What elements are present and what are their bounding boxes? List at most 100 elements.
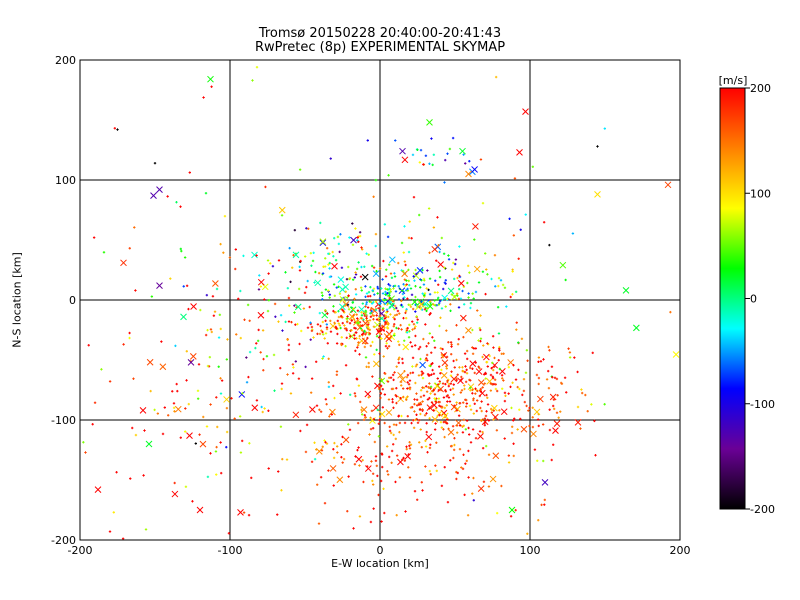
data-point-1210	[537, 356, 541, 359]
data-point-1384	[421, 292, 424, 295]
data-point-427	[411, 298, 419, 306]
data-point-1692	[524, 213, 527, 216]
data-point-718	[399, 380, 403, 384]
data-point-622	[478, 389, 486, 397]
data-point-1404	[406, 287, 409, 291]
data-point-108	[355, 313, 358, 316]
data-point-797	[369, 417, 376, 424]
data-point-822	[458, 424, 462, 427]
data-point-1022	[346, 509, 349, 513]
data-point-1634	[238, 415, 242, 418]
data-point-403	[400, 299, 403, 303]
data-point-895	[428, 446, 432, 450]
data-point-1087	[392, 423, 396, 426]
data-point-1535	[121, 537, 125, 540]
data-point-1308	[331, 250, 334, 254]
data-point-1752	[186, 432, 193, 439]
data-point-609	[419, 401, 422, 405]
data-point-1613	[248, 319, 251, 322]
data-point-750	[382, 355, 385, 358]
data-point-1058	[368, 433, 371, 436]
data-point-67	[368, 300, 371, 303]
data-point-702	[450, 403, 458, 411]
data-point-160	[308, 305, 311, 309]
data-point-1756	[237, 509, 244, 516]
data-point-248	[320, 329, 323, 332]
data-point-1076	[472, 347, 476, 350]
data-point-1116	[461, 467, 465, 471]
data-point-900	[447, 384, 451, 388]
data-point-1493	[279, 366, 282, 370]
data-point-156	[356, 343, 360, 347]
data-point-200	[367, 327, 370, 331]
data-point-224	[400, 328, 403, 331]
data-point-1213	[521, 393, 524, 397]
data-point-1576	[360, 408, 363, 412]
data-point-801	[504, 394, 507, 398]
data-point-1342	[408, 220, 411, 223]
data-point-178	[375, 335, 379, 338]
data-point-492	[494, 387, 498, 391]
data-point-898	[433, 428, 437, 431]
data-point-1620	[189, 353, 197, 360]
colorbar-gradient	[719, 87, 746, 510]
data-point-975	[487, 453, 491, 456]
data-point-132	[325, 323, 329, 326]
data-point-1742	[522, 108, 529, 115]
data-point-1152	[489, 382, 492, 385]
data-point-1533	[214, 450, 218, 453]
data-point-231	[351, 300, 355, 304]
data-point-1550	[431, 163, 434, 167]
data-point-393	[374, 300, 378, 303]
data-point-155	[302, 307, 306, 310]
data-point-752	[493, 378, 497, 381]
data-point-1067	[455, 470, 458, 474]
data-point-1668	[219, 242, 222, 246]
data-point-1405	[434, 279, 437, 282]
data-point-1512	[219, 441, 222, 444]
data-point-1584	[239, 336, 242, 340]
data-point-1650	[376, 408, 379, 412]
data-point-388	[384, 290, 387, 294]
data-point-1176	[576, 370, 579, 374]
data-point-1640	[248, 350, 252, 354]
data-point-370	[424, 306, 427, 310]
data-point-963	[464, 405, 468, 408]
data-point-1553	[419, 148, 423, 152]
data-point-973	[372, 417, 375, 421]
data-point-464	[433, 346, 437, 349]
data-point-259	[312, 336, 315, 339]
data-point-888	[467, 426, 470, 430]
data-point-864	[386, 473, 390, 476]
data-point-832	[511, 381, 514, 384]
data-point-830	[354, 349, 357, 353]
data-point-1697	[603, 127, 607, 130]
data-point-1532	[243, 318, 246, 321]
data-point-577	[471, 392, 474, 395]
data-point-1295	[337, 242, 341, 246]
data-point-903	[438, 380, 441, 383]
data-point-68	[356, 309, 360, 312]
data-point-792	[464, 365, 467, 368]
data-point-1748	[120, 259, 127, 267]
data-point-648	[389, 376, 393, 379]
data-point-894	[533, 448, 537, 451]
data-point-1281	[357, 261, 360, 264]
data-point-1585	[242, 254, 245, 258]
data-point-1629	[274, 315, 277, 318]
data-point-772	[455, 358, 458, 362]
data-point-1609	[269, 262, 272, 265]
data-point-955	[386, 470, 389, 473]
data-point-1403	[414, 268, 417, 272]
data-point-1652	[237, 297, 240, 301]
data-point-1151	[468, 404, 472, 408]
data-point-911	[489, 475, 497, 483]
data-point-1364	[466, 264, 470, 268]
data-point-1481	[276, 513, 279, 516]
data-point-1544	[448, 147, 452, 151]
data-point-705	[427, 386, 430, 389]
data-point-1534	[267, 409, 270, 412]
data-point-285	[467, 292, 470, 295]
data-point-1198	[526, 359, 529, 362]
data-point-1586	[263, 298, 266, 301]
